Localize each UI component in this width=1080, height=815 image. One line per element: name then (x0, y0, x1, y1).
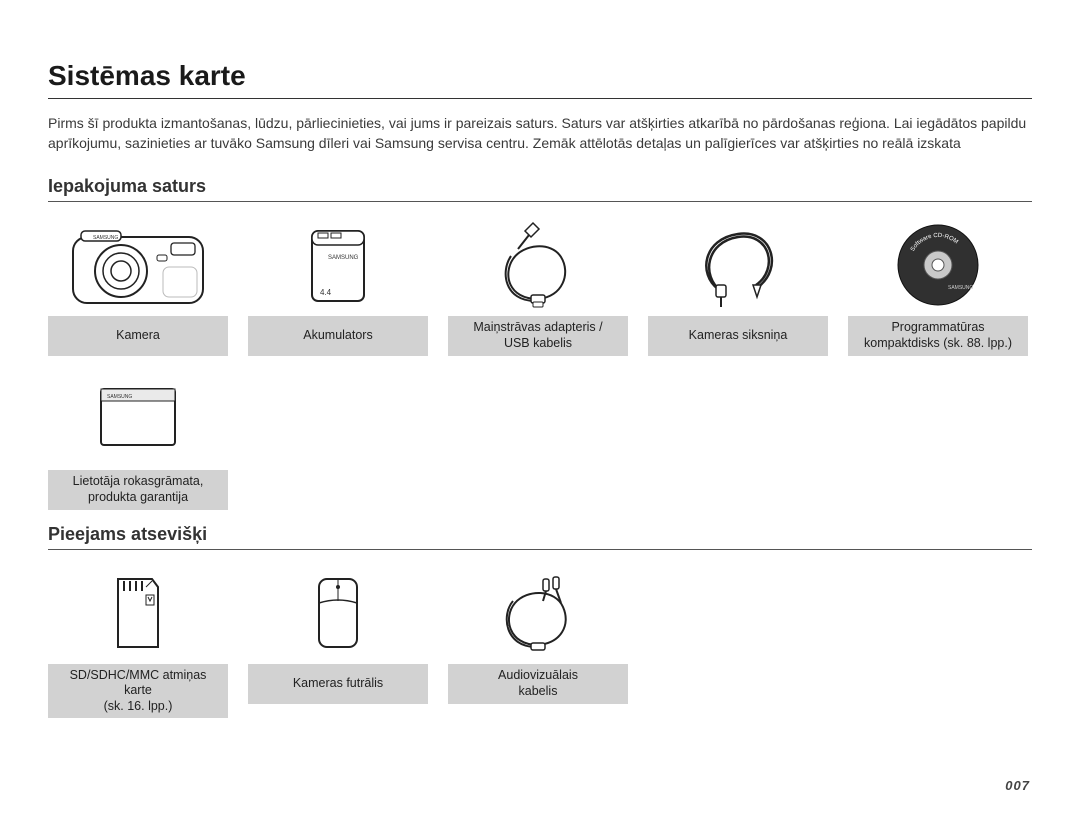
item-label: Programmatūras kompaktdisks (sk. 88. lpp… (848, 316, 1028, 356)
svg-text:SAMSUNG: SAMSUNG (107, 394, 132, 400)
cd-icon: Software CD-ROM SAMSUNG (848, 216, 1028, 314)
item-label: Kameras siksniņa (648, 316, 828, 356)
item-label: Akumulators (248, 316, 428, 356)
battery-icon: SAMSUNG 4.4 (248, 216, 428, 314)
item-label: Kameras futrālis (248, 664, 428, 704)
item-strap: Kameras siksniņa (648, 216, 828, 356)
svg-text:SAMSUNG: SAMSUNG (93, 235, 118, 241)
item-adapter: Maiņstrāvas adapteris / USB kabelis (448, 216, 628, 356)
svg-text:SAMSUNG: SAMSUNG (328, 255, 359, 261)
section-sold-separately: Pieejams atsevišķi (48, 524, 1032, 550)
item-label: Kamera (48, 316, 228, 356)
item-label: Lietotāja rokasgrāmata, produkta garanti… (48, 470, 228, 510)
intro-text: Pirms šī produkta izmantošanas, lūdzu, p… (48, 113, 1032, 154)
contents-row-1: SAMSUNG Kamera SAMSUNG 4.4 Akumulators (48, 216, 1032, 356)
page-title: Sistēmas karte (48, 60, 1032, 99)
item-av-cable: Audiovizuālais kabelis (448, 564, 628, 719)
item-label: Maiņstrāvas adapteris / USB kabelis (448, 316, 628, 356)
sdcard-icon (48, 564, 228, 662)
item-manual: SAMSUNG Lietotāja rokasgrāmata, produkta… (48, 370, 228, 510)
strap-icon (648, 216, 828, 314)
item-label: SD/SDHC/MMC atmiņas karte (sk. 16. lpp.) (48, 664, 228, 719)
item-battery: SAMSUNG 4.4 Akumulators (248, 216, 428, 356)
item-software-cd: Software CD-ROM SAMSUNG Programmatūras k… (848, 216, 1028, 356)
adapter-icon (448, 216, 628, 314)
av-cable-icon (448, 564, 628, 662)
manual-icon: SAMSUNG (48, 370, 228, 468)
section-box-contents: Iepakojuma saturs (48, 176, 1032, 202)
contents-row-2: SAMSUNG Lietotāja rokasgrāmata, produkta… (48, 370, 1032, 510)
page-number: 007 (1005, 778, 1030, 793)
svg-text:4.4: 4.4 (320, 288, 332, 297)
item-label: Audiovizuālais kabelis (448, 664, 628, 704)
svg-text:SAMSUNG: SAMSUNG (948, 285, 973, 291)
camera-icon: SAMSUNG (48, 216, 228, 314)
item-sdcard: SD/SDHC/MMC atmiņas karte (sk. 16. lpp.) (48, 564, 228, 719)
item-case: Kameras futrālis (248, 564, 428, 719)
separate-row: SD/SDHC/MMC atmiņas karte (sk. 16. lpp.)… (48, 564, 1032, 719)
case-icon (248, 564, 428, 662)
item-camera: SAMSUNG Kamera (48, 216, 228, 356)
